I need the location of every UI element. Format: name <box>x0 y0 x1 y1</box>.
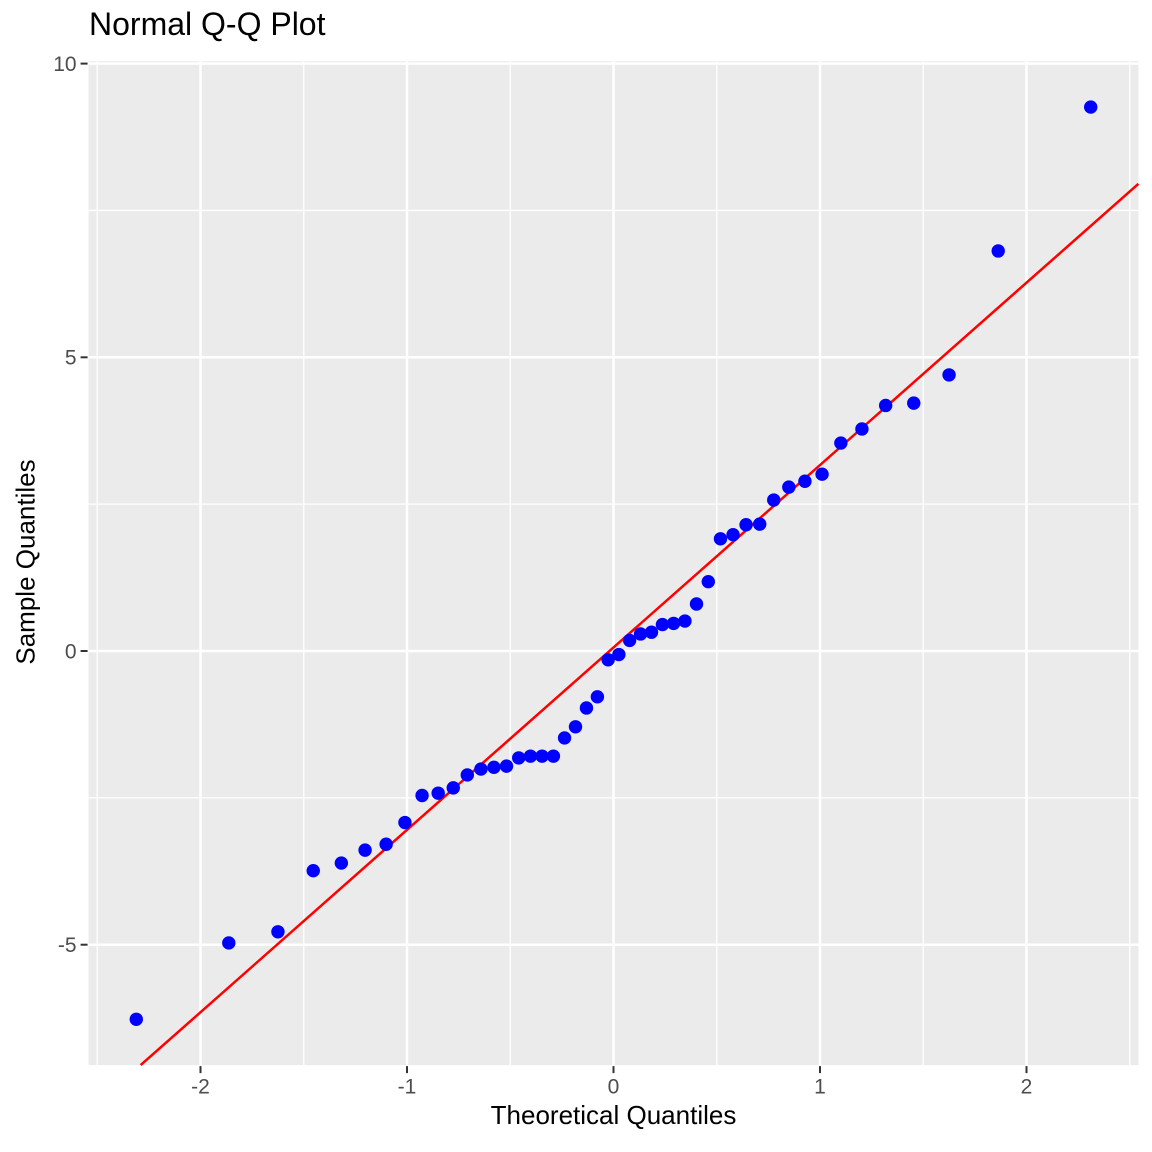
data-point <box>499 759 514 773</box>
data-point <box>568 720 583 734</box>
y-tick-label: 5 <box>65 347 77 370</box>
data-point <box>834 436 848 450</box>
data-point <box>644 625 659 639</box>
data-point <box>655 617 670 632</box>
data-point <box>535 749 549 763</box>
data-point <box>523 749 538 763</box>
data-point <box>855 422 869 436</box>
data-point <box>590 690 605 704</box>
x-tick-label: -1 <box>398 1076 417 1099</box>
x-tick-label: 2 <box>1021 1076 1033 1099</box>
data-point <box>398 815 412 830</box>
data-point <box>907 396 921 410</box>
data-point <box>358 843 372 857</box>
data-point <box>753 517 767 531</box>
data-point <box>512 751 526 765</box>
data-point <box>666 616 681 631</box>
data-point <box>991 244 1005 258</box>
data-point <box>379 837 393 851</box>
y-tick-label: 10 <box>53 53 76 76</box>
data-point <box>622 633 637 648</box>
data-point <box>612 647 626 662</box>
data-point <box>460 768 474 782</box>
data-point <box>678 614 692 628</box>
data-point <box>546 749 561 763</box>
data-point <box>579 701 594 715</box>
data-point <box>1084 100 1098 114</box>
data-point <box>334 856 349 870</box>
plot-title: Normal Q-Q Plot <box>89 6 326 42</box>
x-tick-label: 0 <box>608 1076 620 1099</box>
data-point <box>557 731 572 745</box>
data-point <box>306 863 320 878</box>
data-point <box>446 781 460 795</box>
data-point <box>726 527 740 542</box>
data-point <box>431 786 445 800</box>
data-point <box>782 480 796 494</box>
data-point <box>415 788 429 803</box>
y-tick-label: -5 <box>58 934 77 957</box>
data-point <box>271 925 285 939</box>
data-point <box>474 762 488 776</box>
data-point <box>713 532 728 546</box>
qq-reference-line <box>139 182 1140 1067</box>
x-axis-title: Theoretical Quantiles <box>490 1100 737 1130</box>
data-point <box>633 627 648 641</box>
y-tick-label: 0 <box>65 640 77 663</box>
data-point <box>487 760 501 775</box>
data-point <box>701 574 715 589</box>
data-point <box>767 493 781 507</box>
data-point <box>942 368 956 382</box>
x-tick-label: -2 <box>191 1076 210 1099</box>
data-point <box>689 597 704 611</box>
data-point <box>129 1012 143 1026</box>
data-point <box>798 474 812 488</box>
data-point <box>601 653 615 667</box>
data-point <box>878 398 893 413</box>
data-point <box>739 518 753 532</box>
y-axis-title: Sample Quantiles <box>10 459 41 665</box>
data-point <box>222 936 236 950</box>
data-point <box>815 467 829 481</box>
x-tick-label: 1 <box>814 1076 826 1099</box>
